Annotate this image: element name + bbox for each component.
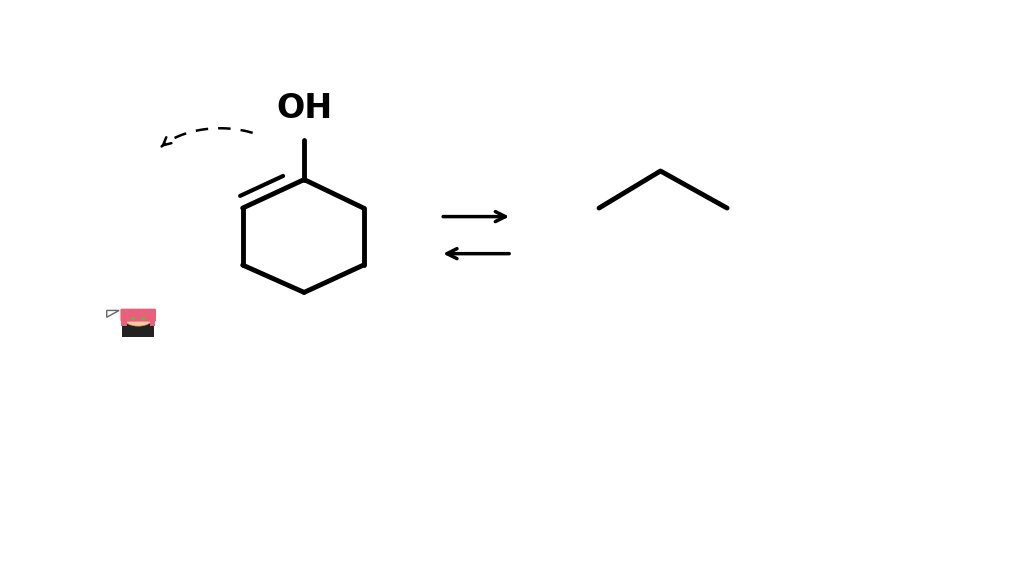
Circle shape bbox=[131, 317, 135, 320]
Circle shape bbox=[124, 310, 153, 326]
Text: OH: OH bbox=[276, 92, 332, 125]
FancyBboxPatch shape bbox=[121, 308, 156, 321]
Bar bbox=[122, 317, 127, 326]
Circle shape bbox=[141, 317, 145, 320]
Bar bbox=[123, 323, 154, 337]
Bar bbox=[150, 317, 156, 326]
